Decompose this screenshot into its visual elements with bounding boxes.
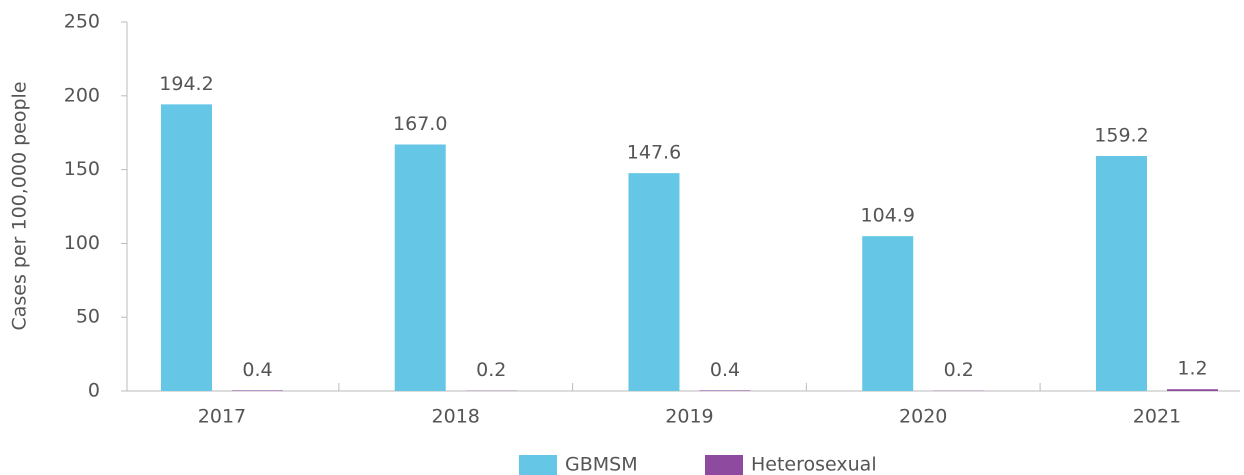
value-label: 167.0 bbox=[393, 113, 447, 135]
value-label: 0.4 bbox=[242, 359, 272, 381]
value-label: 147.6 bbox=[627, 142, 681, 164]
bar bbox=[394, 144, 446, 391]
bar bbox=[231, 390, 283, 391]
y-tick-label: 50 bbox=[76, 306, 100, 328]
bar bbox=[699, 390, 751, 391]
value-label: 1.2 bbox=[1177, 358, 1207, 380]
y-tick-label: 150 bbox=[64, 158, 100, 180]
value-label: 0.2 bbox=[944, 359, 974, 381]
bar bbox=[628, 173, 680, 391]
value-label: 0.4 bbox=[710, 359, 740, 381]
y-tick-label: 250 bbox=[64, 11, 100, 33]
legend-label: Heterosexual bbox=[751, 454, 877, 475]
bar bbox=[862, 236, 914, 391]
bar bbox=[1166, 389, 1218, 391]
x-tick-label: 2017 bbox=[198, 406, 246, 428]
legend-swatch bbox=[519, 455, 557, 475]
value-label: 104.9 bbox=[861, 205, 915, 227]
x-tick-label: 2020 bbox=[899, 406, 947, 428]
y-tick-label: 0 bbox=[88, 380, 100, 402]
legend-swatch bbox=[705, 455, 743, 475]
value-label: 159.2 bbox=[1094, 125, 1148, 147]
bar bbox=[160, 104, 212, 391]
y-tick-label: 100 bbox=[64, 232, 100, 254]
x-tick-label: 2021 bbox=[1133, 406, 1181, 428]
value-label: 194.2 bbox=[159, 73, 213, 95]
value-label: 0.2 bbox=[476, 359, 506, 381]
x-tick-label: 2019 bbox=[665, 406, 713, 428]
y-axis-title: Cases per 100,000 people bbox=[9, 81, 31, 330]
bar bbox=[1095, 156, 1147, 391]
x-tick-label: 2018 bbox=[432, 406, 480, 428]
y-tick-label: 200 bbox=[64, 84, 100, 106]
legend-label: GBMSM bbox=[565, 454, 638, 475]
